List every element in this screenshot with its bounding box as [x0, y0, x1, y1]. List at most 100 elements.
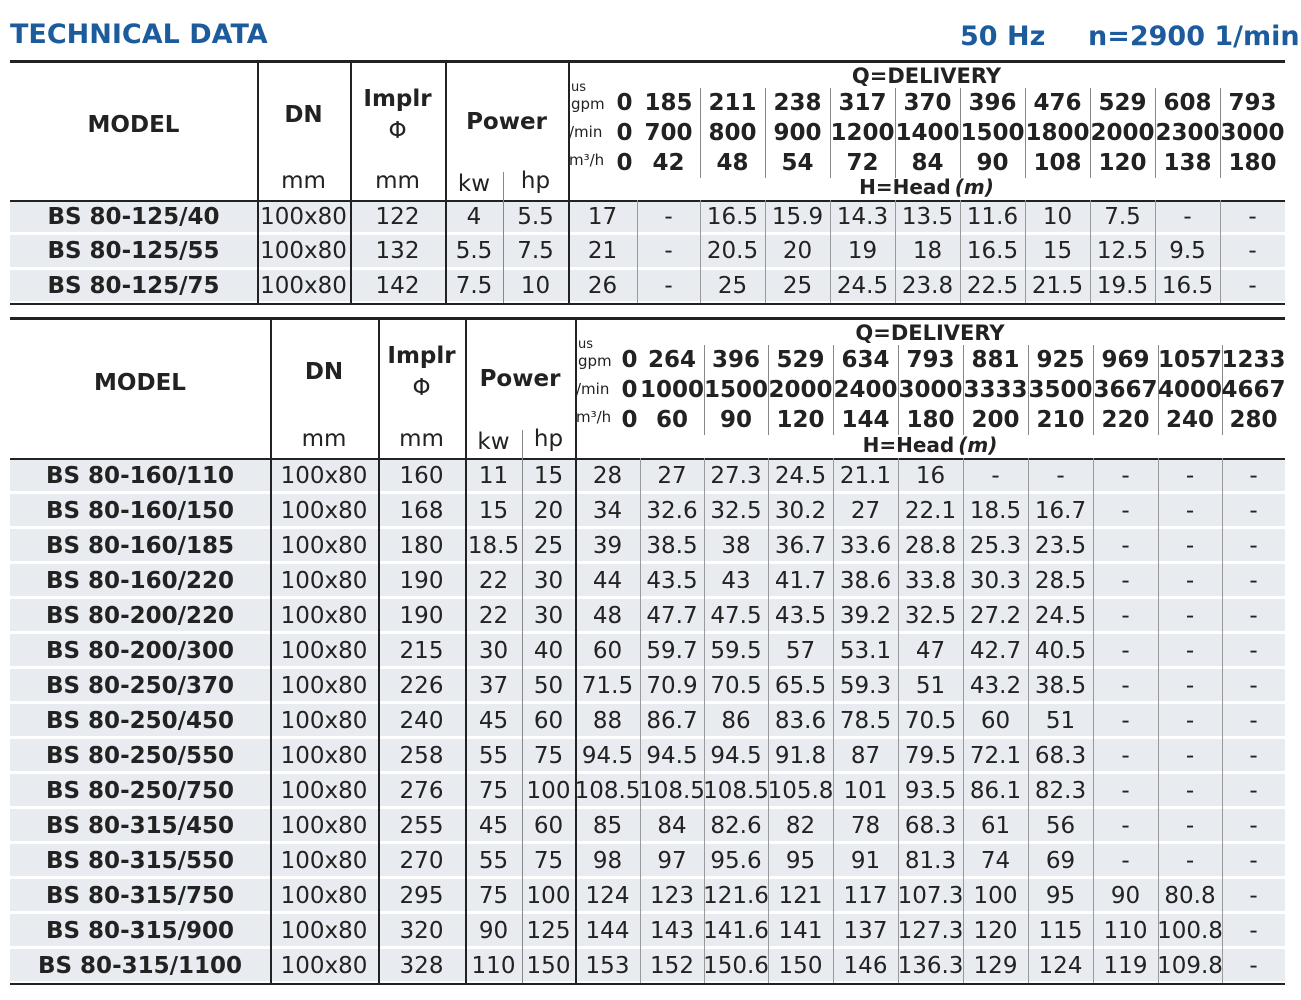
cell-value: 75 [533, 847, 564, 874]
row-bg [10, 949, 1285, 981]
cell-value: - [1249, 917, 1258, 944]
cell-value: - [1185, 567, 1195, 594]
cell-value: 120 [973, 917, 1018, 944]
cell-value: 22 [478, 602, 509, 629]
head-header: H=Head (m) [575, 433, 1285, 457]
cell-value: 22 [478, 567, 509, 594]
cell-value: 124 [1038, 952, 1083, 979]
col-line [830, 88, 831, 178]
head-label: H=Head [862, 433, 955, 457]
cell-value: 90 [478, 917, 509, 944]
cell-value: 13.5 [901, 204, 954, 231]
cell-value: 240 [399, 707, 444, 734]
cell-value: 94.5 [646, 742, 698, 769]
cell-value: 44 [592, 567, 623, 594]
col-line [700, 200, 701, 303]
cell-value: 51 [915, 672, 946, 699]
cell-value: 69 [1045, 847, 1076, 874]
title: TECHNICAL DATA [10, 18, 268, 50]
flow-value: 476 [1033, 90, 1082, 116]
model-name: BS 80-250/370 [45, 672, 235, 699]
col-line [830, 200, 831, 303]
cell-value: 108.5 [703, 777, 769, 804]
cell-value: 100x80 [280, 602, 368, 629]
cell-value: 168 [399, 497, 444, 524]
cell-value: 100x80 [280, 497, 368, 524]
cell-value: 27 [850, 497, 881, 524]
cell-value: 12.5 [1096, 238, 1149, 265]
col-line [1028, 458, 1029, 983]
row-bg [10, 914, 1285, 946]
cell-value: 144 [585, 917, 630, 944]
cell-value: 59.3 [839, 672, 892, 699]
cell-value: 56 [1045, 812, 1076, 839]
cell-value: 100x80 [260, 204, 347, 231]
rule [10, 200, 1285, 202]
flow-value: 3667 [1093, 377, 1158, 403]
cell-value: 125 [526, 917, 571, 944]
cell-value: 137 [843, 917, 888, 944]
cell-value: 117 [843, 882, 888, 909]
cell-value: - [1121, 637, 1130, 664]
col-line [898, 345, 899, 435]
flow-value: 0 [621, 347, 638, 373]
cell-value: - [664, 238, 673, 265]
cell-value: - [1248, 204, 1257, 231]
cell-value: - [1249, 602, 1258, 629]
cell-value: 18.5 [969, 497, 1022, 524]
cell-value: - [1185, 462, 1195, 489]
cell-value: 24.5 [774, 462, 827, 489]
flow-value: 200 [971, 407, 1020, 433]
cell-value: 17 [587, 204, 618, 231]
cell-value: 68.3 [1034, 742, 1087, 769]
cell-value: 18.5 [467, 532, 520, 559]
flow-value: 48 [716, 150, 749, 176]
cell-value: 100x80 [280, 777, 368, 804]
cell-value: 32.5 [904, 602, 957, 629]
flow-value: 2000 [768, 377, 833, 403]
cell-value: 276 [399, 777, 444, 804]
model-name: BS 80-315/750 [45, 882, 235, 909]
col-line [568, 60, 570, 303]
flow-value: 72 [846, 150, 879, 176]
cell-value: 21.5 [1031, 272, 1084, 299]
cell-value: 97 [657, 847, 687, 874]
cell-value: - [664, 204, 673, 231]
cell-value: 295 [399, 882, 444, 909]
col-line [1090, 200, 1091, 303]
cell-value: 45 [478, 812, 509, 839]
model-name: BS 80-200/300 [45, 637, 235, 664]
cell-value: 9.5 [1169, 238, 1206, 265]
row-bg [10, 529, 1285, 561]
cell-value: 143 [650, 917, 694, 944]
cell-value: 150 [526, 952, 571, 979]
flow-value: 84 [911, 150, 944, 176]
cell-value: - [1185, 707, 1195, 734]
cell-value: 23.8 [901, 272, 954, 299]
cell-value: - [1121, 672, 1130, 699]
cell-value: - [1121, 847, 1130, 874]
cell-value: 22.5 [966, 272, 1019, 299]
row-bg [10, 844, 1285, 876]
cell-value: 328 [399, 952, 444, 979]
cell-value: 86 [721, 707, 751, 734]
cell-value: 78 [850, 812, 881, 839]
cell-value: 255 [399, 812, 444, 839]
col-line [522, 430, 523, 983]
cell-value: 94.5 [581, 742, 634, 769]
cell-value: 27 [657, 462, 687, 489]
cell-value: 86.1 [969, 777, 1022, 804]
cell-value: 41.7 [774, 567, 827, 594]
cell-value: 100 [526, 882, 571, 909]
cell-value: 7.5 [517, 238, 554, 265]
col-line [1093, 458, 1094, 983]
cell-value: 100x80 [280, 917, 368, 944]
row-bg [10, 564, 1285, 596]
flow-value: 144 [841, 407, 890, 433]
cell-value: 47 [915, 637, 946, 664]
flow-value: 793 [1228, 90, 1277, 116]
model-name: BS 80-160/220 [45, 567, 235, 594]
cell-value: - [1248, 238, 1257, 265]
cell-value: 136.3 [897, 952, 964, 979]
row-bg [10, 235, 1285, 267]
